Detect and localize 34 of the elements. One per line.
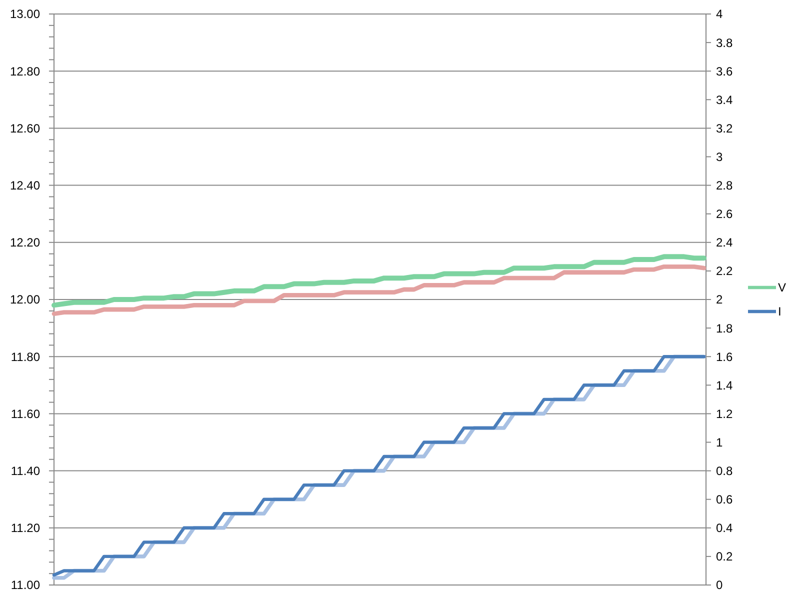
y2-tick-label: 3 — [716, 150, 723, 164]
y2-tick-label: 2.4 — [716, 236, 734, 250]
y2-tick-label: 2.2 — [716, 264, 734, 278]
y-tick-label: 13.00 — [10, 7, 40, 22]
y2-tick-label: 1.4 — [716, 378, 734, 392]
y2-tick-label: 1.6 — [716, 350, 734, 364]
y2-tick-label: 2.8 — [716, 178, 734, 192]
y-tick-label: 12.40 — [10, 178, 40, 192]
y2-tick-label: 0.2 — [716, 550, 734, 564]
y2-tick-label: 2.6 — [716, 207, 734, 222]
y2-tick-label: 1 — [716, 435, 723, 450]
legend-label: V — [778, 280, 786, 295]
y2-tick-label: 1.8 — [716, 321, 734, 336]
y2-tick-label: 3.8 — [716, 36, 734, 50]
y2-tick-label: 3.6 — [716, 64, 734, 78]
y2-tick-label: 0.8 — [716, 464, 734, 478]
y2-tick-label: 3.4 — [716, 92, 734, 107]
y-tick-label: 11.40 — [10, 464, 40, 478]
y2-tick-label: 2 — [716, 292, 723, 307]
y2-tick-label: 4 — [716, 7, 723, 22]
y-tick-label: 11.80 — [10, 350, 40, 364]
y2-tick-label: 0 — [716, 578, 723, 592]
y-tick-label: 11.60 — [10, 406, 40, 421]
y2-tick-label: 0.4 — [716, 521, 734, 536]
y2-tick-label: 1.2 — [716, 406, 734, 421]
y-tick-label: 11.00 — [10, 578, 40, 592]
y2-tick-label: 0.6 — [716, 492, 734, 507]
y-tick-label: 12.00 — [10, 292, 40, 307]
y-tick-label: 12.80 — [10, 64, 40, 78]
y-tick-label: 12.60 — [10, 121, 40, 136]
y-tick-label: 11.20 — [10, 521, 40, 536]
y-tick-label: 12.20 — [10, 236, 40, 250]
y2-tick-label: 3.2 — [716, 121, 734, 136]
legend-label: I — [778, 304, 782, 319]
